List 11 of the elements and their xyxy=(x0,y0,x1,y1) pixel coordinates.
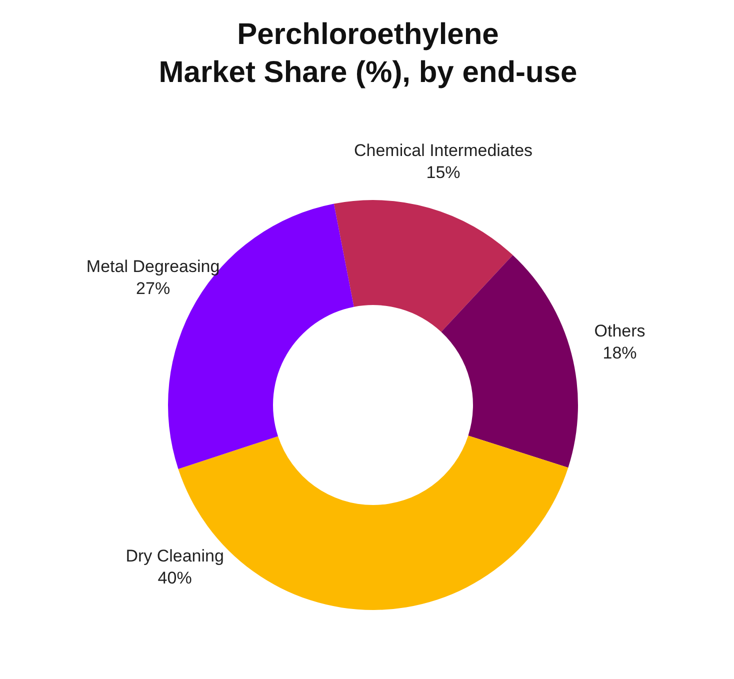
slice-label: Metal Degreasing xyxy=(86,256,220,276)
chart-title: Perchloroethylene Market Share (%), by end-use xyxy=(158,17,578,91)
data-label: 40% xyxy=(158,568,192,588)
data-label: 18% xyxy=(602,344,637,363)
slice-label: Chemical Intermediates xyxy=(354,140,533,160)
donut-slice xyxy=(441,255,578,468)
slice-label: Dry Cleaning xyxy=(126,546,224,566)
slice-label: Others xyxy=(594,322,646,341)
donut-slice xyxy=(334,200,513,332)
data-label: 27% xyxy=(136,278,170,298)
data-label: 15% xyxy=(426,162,460,182)
